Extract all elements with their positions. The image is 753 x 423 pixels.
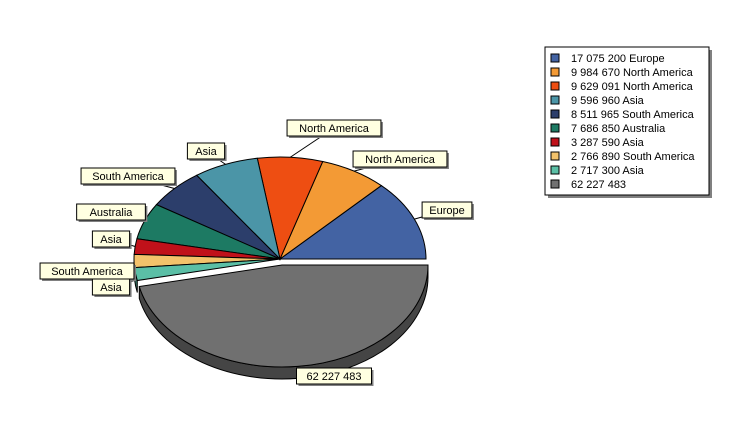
legend-swatch: [550, 137, 560, 147]
slice-label-text: Asia: [100, 282, 122, 294]
legend-label: 7 686 850 Australia: [571, 123, 666, 135]
legend-swatch: [550, 151, 560, 161]
legend-label: 3 287 590 Asia: [571, 137, 645, 149]
legend-swatch: [550, 109, 560, 119]
slice-label-9: Asia: [91, 278, 132, 297]
legend-swatch: [550, 123, 560, 133]
slice-label-text: North America: [299, 123, 370, 135]
legend-swatch: [550, 179, 560, 189]
legend-item-9: 2 717 300 Asia: [550, 165, 645, 177]
label-box: [76, 203, 146, 221]
legend-swatch: [550, 81, 560, 91]
label-box: [286, 119, 382, 137]
legend-item-8: 2 766 890 South America: [550, 151, 695, 163]
legend: 17 075 200 Europe 9 984 670 North America…: [544, 46, 712, 198]
slice-label-3: North America: [286, 119, 383, 138]
legend-item-5: 8 511 965 South America: [550, 109, 695, 121]
label-box: [296, 367, 372, 385]
legend-label: 8 511 965 South America: [571, 109, 695, 121]
slice-label-2: North America: [352, 150, 449, 169]
label-box: [421, 201, 473, 219]
legend-swatch: [550, 165, 560, 175]
slice-label-text: North America: [365, 154, 436, 166]
label-box: [91, 278, 131, 296]
slice-label-text: Asia: [195, 146, 217, 158]
slice-label-1: Europe: [421, 201, 474, 220]
slice-label-7: Asia: [91, 230, 132, 249]
legend-label: 17 075 200 Europe: [571, 53, 665, 65]
legend-item-7: 3 287 590 Asia: [550, 137, 645, 149]
slice-label-10: 62 227 483: [296, 367, 374, 386]
legend-item-10: 62 227 483: [550, 179, 626, 191]
legend-label: 2 766 890 South America: [571, 151, 695, 163]
legend-item-2: 9 984 670 North America: [550, 67, 694, 79]
pie-slice-10: [138, 264, 429, 368]
slice-label-4: Asia: [186, 142, 227, 161]
slice-label-8: South America: [39, 262, 136, 281]
pie-slices: [133, 156, 429, 368]
legend-swatch: [550, 53, 560, 63]
legend-label: 9 984 670 North America: [571, 67, 694, 79]
label-box: [80, 167, 176, 185]
label-box: [91, 230, 131, 248]
label-box: [39, 262, 135, 280]
legend-label: 9 596 960 Asia: [571, 95, 645, 107]
legend-swatch: [550, 67, 560, 77]
legend-label: 62 227 483: [571, 179, 626, 191]
slice-label-5: South America: [80, 167, 177, 186]
slice-label-text: 62 227 483: [306, 371, 361, 383]
legend-swatch: [550, 95, 560, 105]
label-box: [352, 150, 448, 168]
legend-label: 2 717 300 Asia: [571, 165, 645, 177]
legend-box: [544, 46, 710, 196]
slice-label-6: Australia: [76, 203, 148, 222]
legend-item-6: 7 686 850 Australia: [550, 123, 666, 135]
pie-labels: Europe North America North America Asia Sout…: [39, 119, 474, 386]
slice-label-text: South America: [51, 266, 123, 278]
slice-label-text: Europe: [429, 205, 464, 217]
legend-item-3: 9 629 091 North America: [550, 81, 694, 93]
legend-label: 9 629 091 North America: [571, 81, 694, 93]
slice-label-text: South America: [92, 171, 164, 183]
slice-label-text: Australia: [90, 207, 134, 219]
label-box: [186, 142, 226, 160]
legend-item-4: 9 596 960 Asia: [550, 95, 645, 107]
legend-item-1: 17 075 200 Europe: [550, 53, 665, 65]
slice-label-text: Asia: [100, 234, 122, 246]
